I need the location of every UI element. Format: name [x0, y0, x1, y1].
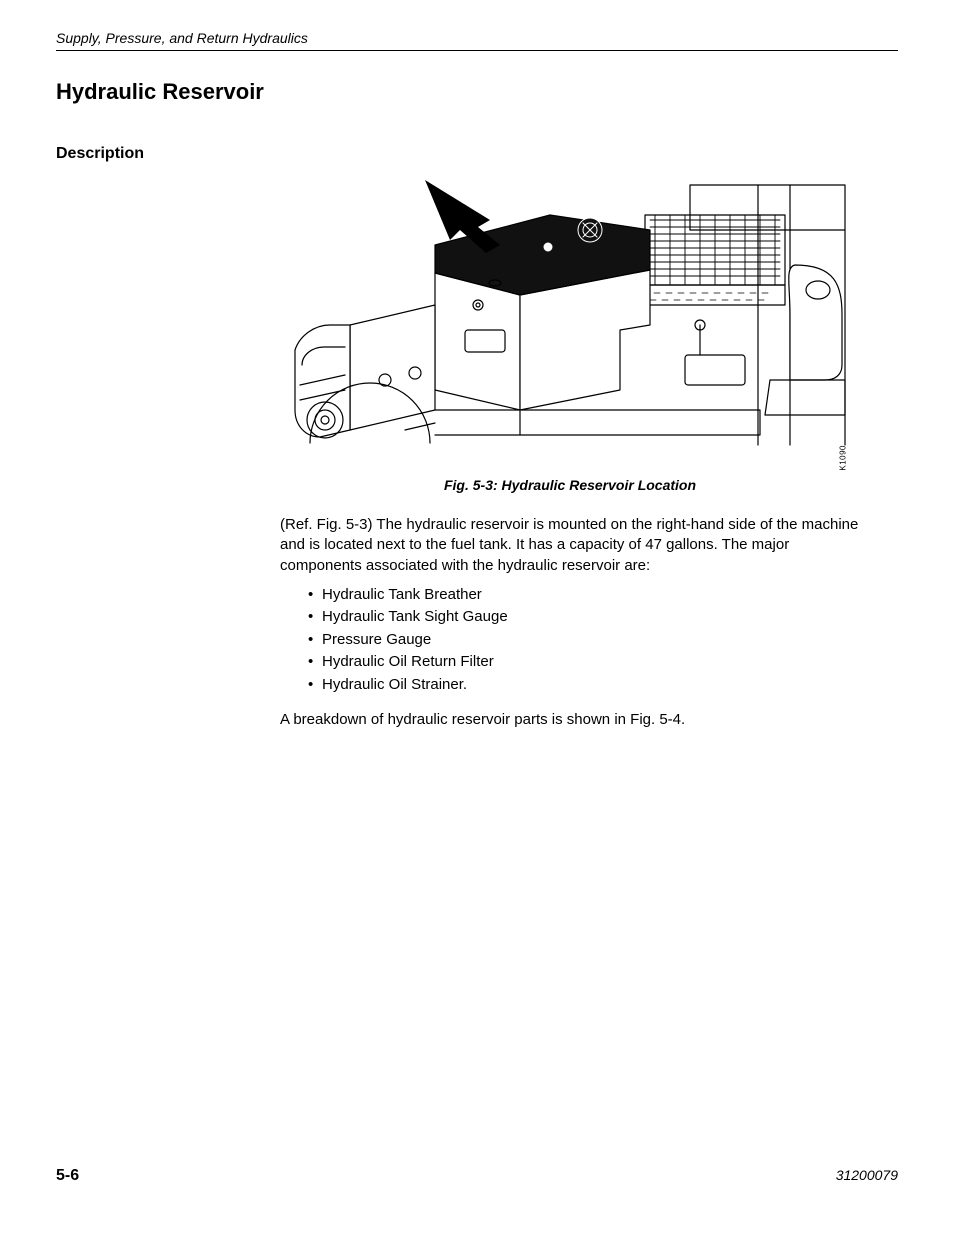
running-header: Supply, Pressure, and Return Hydraulics: [56, 30, 898, 51]
figure-ref-label: K1090: [839, 445, 848, 471]
list-item: Hydraulic Tank Breather: [308, 584, 860, 607]
component-list: Hydraulic Tank Breather Hydraulic Tank S…: [280, 584, 860, 697]
list-item: Pressure Gauge: [308, 629, 860, 652]
list-item: Hydraulic Oil Strainer.: [308, 674, 860, 697]
figure-illustration: K1090: [290, 175, 850, 465]
list-item: Hydraulic Oil Return Filter: [308, 651, 860, 674]
paragraph-outro: A breakdown of hydraulic reservoir parts…: [280, 710, 860, 730]
page-number: 5-6: [56, 1167, 79, 1185]
paragraph-intro: (Ref. Fig. 5-3) The hydraulic reservoir …: [280, 515, 860, 576]
document-number: 31200079: [836, 1167, 898, 1183]
list-item: Hydraulic Tank Sight Gauge: [308, 606, 860, 629]
content-block: K1090 Fig. 5-3: Hydraulic Reservoir Loca…: [280, 175, 860, 731]
figure-caption: Fig. 5-3: Hydraulic Reservoir Location: [280, 477, 860, 493]
heading-1: Hydraulic Reservoir: [56, 79, 898, 105]
heading-2: Description: [56, 145, 898, 163]
page-footer: 5-6 31200079: [56, 1167, 898, 1185]
